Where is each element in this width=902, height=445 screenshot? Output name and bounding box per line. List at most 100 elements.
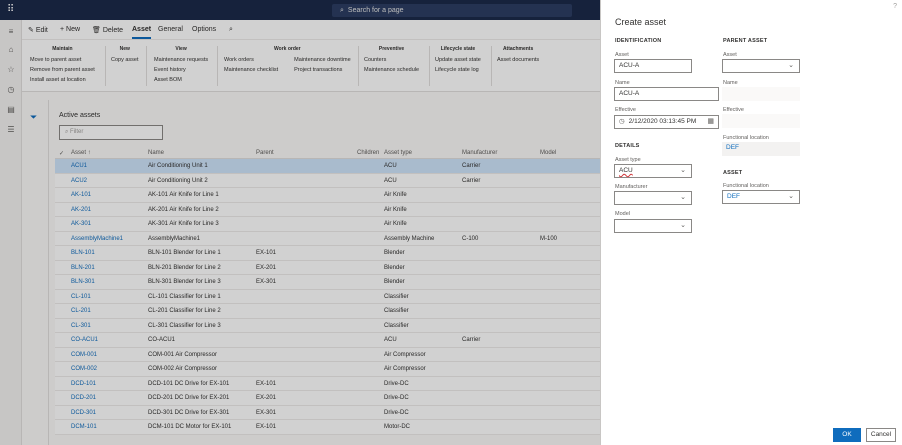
update-asset-state-button[interactable]: Update asset state	[435, 57, 481, 63]
cell-asset[interactable]: COM-001	[71, 351, 98, 358]
cell-asset[interactable]: ACU2	[71, 177, 88, 184]
column-header-asset-type[interactable]: Asset type	[384, 150, 413, 156]
table-row[interactable]: DCD-301 DCD-301 DC Drive for EX-301 EX-301…	[55, 405, 602, 420]
ribbon-group-attachments: Attachments Asset documents	[497, 46, 540, 63]
table-row[interactable]: CL-101 CL-101 Classifier for Line 1 Classi…	[55, 289, 602, 304]
cell-asset[interactable]: CL-301	[71, 322, 91, 329]
table-row[interactable]: COM-002 COM-002 Air Compressor Air Compres…	[55, 362, 602, 377]
cell-asset[interactable]: BLN-101	[71, 250, 95, 256]
column-header-asset[interactable]: Asset ↑	[71, 150, 91, 156]
cell-asset[interactable]: COM-002	[71, 366, 98, 372]
search-icon[interactable]: ⌕	[229, 26, 233, 33]
name-label: Name	[615, 80, 630, 86]
cell-asset[interactable]: AK-301	[71, 221, 92, 227]
filter-icon[interactable]: ⏷	[30, 112, 38, 122]
cell-asset[interactable]: DCD-201	[71, 395, 97, 401]
edit-button[interactable]: ✎ Edit	[28, 27, 48, 34]
cell-asset[interactable]: CO-ACU1	[71, 337, 99, 343]
cell-model: M-100	[540, 235, 558, 242]
cell-asset[interactable]: DCD-101	[71, 380, 97, 387]
home-icon[interactable]: ⌂	[8, 45, 14, 54]
event-history-button[interactable]: Event history	[154, 67, 186, 73]
table-row[interactable]: CL-301 CL-301 Classifier for Line 3 Classi…	[55, 318, 602, 333]
table-row[interactable]: DCD-201 DCD-201 DC Drive for EX-201 EX-201…	[55, 391, 602, 406]
star-icon[interactable]: ☆	[7, 65, 15, 74]
maintenance-schedule-button[interactable]: Maintenance schedule	[364, 67, 420, 73]
maintenance-requests-button[interactable]: Maintenance requests	[154, 57, 209, 63]
select-all-checkmark-icon[interactable]: ✓	[59, 151, 65, 157]
asset-field[interactable]: ACU-A	[614, 59, 692, 73]
column-header-parent[interactable]: Parent	[256, 150, 274, 156]
copy-asset-button[interactable]: Copy asset	[111, 57, 139, 63]
table-row[interactable]: AssemblyMachine1 AssemblyMachine1 Assembly…	[55, 231, 602, 246]
table-row[interactable]: AK-301 AK-301 Air Knife for Line 3 Air Kni…	[55, 217, 602, 232]
remove-from-parent-asset-button[interactable]: Remove from parent asset	[30, 67, 95, 73]
table-row[interactable]: DCM-101 DCM-101 DC Motor for EX-101 EX-101…	[55, 420, 602, 435]
maintenance-checklist-button[interactable]: Maintenance checklist	[224, 67, 279, 73]
cancel-button[interactable]: Cancel	[866, 428, 896, 442]
calendar-icon[interactable]: ▦	[707, 118, 714, 125]
new-button[interactable]: + New	[60, 26, 81, 33]
search-input[interactable]: ⌕ Search for a page	[332, 4, 572, 17]
effective-datetime-field[interactable]: ◷ 2/12/2020 03:13:45 PM ▦	[614, 115, 719, 129]
cell-asset[interactable]: AssemblyMachine1	[71, 235, 124, 242]
lifecycle-state-log-button[interactable]: Lifecycle state log	[435, 67, 479, 73]
table-row[interactable]: BLN-301 BLN-301 Blender for Line 3 EX-301 B…	[55, 275, 602, 290]
section-details: DETAILS	[615, 143, 640, 149]
cell-asset[interactable]: CL-201	[71, 308, 91, 314]
tab-asset[interactable]: Asset	[132, 26, 152, 39]
help-icon[interactable]: ?	[893, 3, 897, 10]
cell-asset[interactable]: DCD-301	[71, 409, 97, 416]
divider	[48, 100, 49, 445]
hamburger-icon[interactable]: ≡	[8, 27, 14, 36]
install-asset-at-location-button[interactable]: Install asset at location	[30, 77, 86, 83]
sort-arrow-icon: ↑	[87, 150, 91, 156]
asset-documents-button[interactable]: Asset documents	[497, 57, 540, 63]
functional-location-dropdown[interactable]: DEF ⌄	[722, 190, 800, 204]
counters-button[interactable]: Counters	[364, 57, 387, 63]
cell-asset[interactable]: BLN-301	[71, 279, 95, 285]
asset-type-dropdown[interactable]: ACU ⌄	[614, 164, 692, 178]
asset-bom-button[interactable]: Asset BOM	[154, 77, 182, 83]
work-orders-button[interactable]: Work orders	[224, 57, 254, 63]
manufacturer-dropdown[interactable]: ⌄	[614, 191, 692, 205]
column-header-manufacturer[interactable]: Manufacturer	[462, 150, 498, 156]
cell-asset[interactable]: DCM-101	[71, 424, 97, 430]
table-row[interactable]: CL-201 CL-201 Classifier for Line 2 Classi…	[55, 304, 602, 319]
cell-asset[interactable]: ACU1	[71, 163, 88, 169]
table-row[interactable]: ACU2 Air Conditioning Unit 2 ACU Carrier	[55, 173, 602, 188]
model-label: Model	[615, 211, 630, 217]
maintenance-downtime-button[interactable]: Maintenance downtime	[294, 57, 351, 63]
workspace-icon[interactable]: ▤	[7, 105, 15, 114]
table-row[interactable]: ACU1 Air Conditioning Unit 1 ACU Carrier	[55, 159, 602, 174]
cell-asset[interactable]: CL-101	[71, 293, 91, 300]
table-row[interactable]: COM-001 COM-001 Air Compressor Air Compres…	[55, 347, 602, 362]
cell-type: Motor-DC	[384, 424, 411, 430]
waffle-icon[interactable]: ⠿	[7, 4, 15, 15]
clock-icon[interactable]: ◷	[7, 85, 15, 94]
table-row[interactable]: DCD-101 DCD-101 DC Drive for EX-101 EX-101…	[55, 376, 602, 391]
name-field[interactable]: ACU-A	[614, 87, 719, 101]
tab-options[interactable]: Options	[192, 26, 217, 33]
ok-button[interactable]: OK	[833, 428, 861, 442]
list-icon[interactable]: ☰	[7, 125, 15, 134]
parent-asset-dropdown[interactable]: ⌄	[722, 59, 800, 73]
create-asset-panel: ? Create asset IDENTIFICATION Asset ACU-…	[600, 0, 902, 445]
delete-button[interactable]: 🗑 Delete	[92, 27, 124, 34]
tab-general[interactable]: General	[158, 26, 183, 33]
column-header-name[interactable]: Name	[148, 150, 165, 156]
column-header-model[interactable]: Model	[540, 150, 557, 156]
column-header-children[interactable]: Children	[357, 150, 380, 156]
cell-asset[interactable]: AK-201	[71, 206, 92, 213]
table-row[interactable]: CO-ACU1 CO-ACU1 ACU Carrier	[55, 333, 602, 348]
table-row[interactable]: AK-201 AK-201 Air Knife for Line 2 Air Kni…	[55, 202, 602, 217]
cell-asset[interactable]: AK-101	[71, 192, 92, 198]
move-to-parent-asset-button[interactable]: Move to parent asset	[30, 57, 82, 63]
table-row[interactable]: AK-101 AK-101 Air Knife for Line 1 Air Kni…	[55, 188, 602, 203]
cell-asset[interactable]: BLN-201	[71, 264, 95, 271]
table-row[interactable]: BLN-201 BLN-201 Blender for Line 2 EX-201 B…	[55, 260, 602, 275]
project-transactions-button[interactable]: Project transactions	[294, 67, 343, 73]
filter-input[interactable]: ⌕ Filter	[59, 125, 163, 140]
table-row[interactable]: BLN-101 BLN-101 Blender for Line 1 EX-101 B…	[55, 246, 602, 261]
model-dropdown[interactable]: ⌄	[614, 219, 692, 233]
